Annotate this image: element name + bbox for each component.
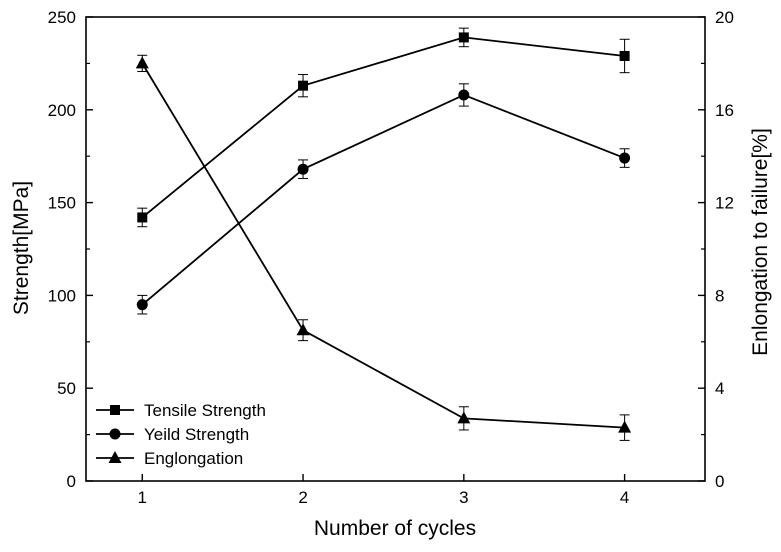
y2-tick-label: 16	[715, 101, 734, 120]
x-tick-label: 3	[459, 488, 468, 507]
legend-label: Englongation	[144, 449, 243, 468]
legend-marker	[108, 451, 122, 463]
data-point	[618, 420, 632, 433]
data-point	[458, 32, 469, 43]
data-point	[136, 299, 148, 311]
y-tick-label: 50	[57, 379, 76, 398]
x-tick-label: 4	[620, 488, 629, 507]
series-line	[141, 36, 625, 219]
data-point	[137, 212, 148, 223]
y2-tick-label: 0	[715, 472, 724, 491]
legend-item: Englongation	[96, 449, 243, 468]
x-tick-label: 2	[298, 488, 307, 507]
y-tick-label: 250	[48, 8, 76, 27]
y2-tick-label: 8	[715, 286, 724, 305]
y2-tick-label: 4	[715, 379, 724, 398]
data-point	[458, 89, 470, 101]
y-tick-label: 0	[67, 472, 76, 491]
series-tensile-strength	[137, 27, 630, 228]
y-axis-title: Strength[MPa]	[10, 181, 33, 315]
series-englongation	[135, 54, 632, 441]
legend-marker	[110, 405, 120, 415]
y-tick-label: 200	[48, 101, 76, 120]
data-point	[457, 411, 471, 424]
y2-tick-label: 20	[715, 8, 734, 27]
data-point	[619, 50, 630, 61]
series-line	[141, 62, 625, 429]
x-axis-title: Number of cycles	[314, 517, 476, 540]
y2-tick-label: 12	[715, 194, 734, 213]
data-point	[296, 323, 310, 336]
legend-item: Tensile Strength	[96, 401, 266, 420]
series-yeild-strength	[136, 83, 631, 315]
y-tick-label: 150	[48, 194, 76, 213]
legend-label: Yeild Strength	[144, 425, 249, 444]
y2-axis-title: Enlongation to failure[%]	[749, 128, 772, 356]
legend-item: Yeild Strength	[96, 425, 249, 444]
legend-marker	[109, 428, 121, 440]
series-line	[141, 93, 625, 306]
data-point	[619, 152, 631, 164]
data-point	[297, 163, 309, 175]
x-tick-label: 1	[138, 488, 147, 507]
y-tick-label: 100	[48, 286, 76, 305]
data-point	[135, 56, 149, 69]
data-point	[298, 80, 309, 91]
legend-label: Tensile Strength	[144, 401, 266, 420]
